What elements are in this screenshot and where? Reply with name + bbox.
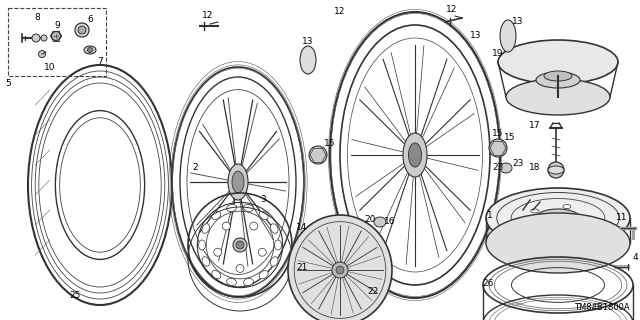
Ellipse shape <box>408 143 422 167</box>
Ellipse shape <box>486 213 630 273</box>
Text: 11: 11 <box>616 213 628 222</box>
Text: 23: 23 <box>492 164 504 172</box>
Text: TM84B1800A: TM84B1800A <box>574 303 630 312</box>
Text: 8: 8 <box>34 12 40 21</box>
Ellipse shape <box>270 224 278 233</box>
Text: 17: 17 <box>529 121 541 130</box>
Ellipse shape <box>232 171 244 193</box>
Ellipse shape <box>202 257 210 266</box>
Text: 3: 3 <box>260 196 266 204</box>
Text: 7: 7 <box>97 58 103 67</box>
Ellipse shape <box>536 209 580 227</box>
Ellipse shape <box>270 257 278 266</box>
Ellipse shape <box>275 240 282 250</box>
Ellipse shape <box>212 270 221 279</box>
Ellipse shape <box>212 211 221 220</box>
Ellipse shape <box>506 79 610 115</box>
Ellipse shape <box>259 211 268 220</box>
Text: 23: 23 <box>512 159 524 169</box>
Text: 15: 15 <box>492 130 504 139</box>
Text: 9: 9 <box>54 20 60 29</box>
Text: 13: 13 <box>512 18 524 27</box>
Ellipse shape <box>486 188 630 248</box>
Ellipse shape <box>548 166 564 174</box>
Ellipse shape <box>84 46 96 54</box>
Text: 13: 13 <box>302 37 314 46</box>
Text: 15: 15 <box>504 133 516 142</box>
Circle shape <box>259 248 266 256</box>
Text: 4: 4 <box>632 253 638 262</box>
Ellipse shape <box>536 72 580 88</box>
Circle shape <box>75 23 89 37</box>
Text: 12: 12 <box>334 7 346 17</box>
Ellipse shape <box>498 40 618 84</box>
Ellipse shape <box>403 133 427 177</box>
Ellipse shape <box>198 240 205 250</box>
Text: 1: 1 <box>487 211 493 220</box>
Ellipse shape <box>227 204 237 212</box>
Text: 12: 12 <box>202 11 214 20</box>
Circle shape <box>214 248 221 256</box>
Circle shape <box>233 238 247 252</box>
Bar <box>8 8 106 76</box>
Circle shape <box>489 139 507 157</box>
Text: 20: 20 <box>364 215 376 225</box>
Text: 6: 6 <box>87 15 93 25</box>
Circle shape <box>32 34 40 42</box>
Text: 10: 10 <box>44 63 56 73</box>
Text: 16: 16 <box>384 218 396 227</box>
Circle shape <box>250 222 258 230</box>
Ellipse shape <box>544 71 572 81</box>
Ellipse shape <box>531 223 539 227</box>
Circle shape <box>236 264 244 272</box>
Ellipse shape <box>227 278 237 285</box>
Ellipse shape <box>202 224 210 233</box>
Circle shape <box>222 222 230 230</box>
Text: 15: 15 <box>324 139 336 148</box>
Circle shape <box>548 162 564 178</box>
Ellipse shape <box>259 270 268 279</box>
Text: 5: 5 <box>5 78 11 87</box>
Circle shape <box>38 51 45 58</box>
Ellipse shape <box>309 146 327 164</box>
Ellipse shape <box>243 278 253 285</box>
Text: 22: 22 <box>367 287 379 297</box>
Circle shape <box>236 241 244 249</box>
Circle shape <box>78 26 86 34</box>
Ellipse shape <box>300 46 316 74</box>
Text: 14: 14 <box>296 223 308 233</box>
Text: 26: 26 <box>483 279 493 289</box>
Ellipse shape <box>228 164 248 200</box>
Circle shape <box>332 262 348 278</box>
Circle shape <box>41 35 47 41</box>
Circle shape <box>88 47 93 52</box>
Ellipse shape <box>563 204 571 209</box>
Ellipse shape <box>374 217 386 227</box>
Ellipse shape <box>563 228 571 231</box>
Text: 13: 13 <box>470 31 482 41</box>
Ellipse shape <box>500 163 512 173</box>
Ellipse shape <box>531 209 539 213</box>
Ellipse shape <box>288 215 392 320</box>
Ellipse shape <box>243 204 253 212</box>
Text: 21: 21 <box>296 263 308 273</box>
Circle shape <box>336 266 344 274</box>
Ellipse shape <box>583 216 591 220</box>
Text: 19: 19 <box>492 50 504 59</box>
Ellipse shape <box>500 20 516 52</box>
Circle shape <box>51 31 61 41</box>
Text: 25: 25 <box>69 292 81 300</box>
Text: 2: 2 <box>192 164 198 172</box>
Text: 18: 18 <box>529 163 541 172</box>
Text: 12: 12 <box>446 5 458 14</box>
